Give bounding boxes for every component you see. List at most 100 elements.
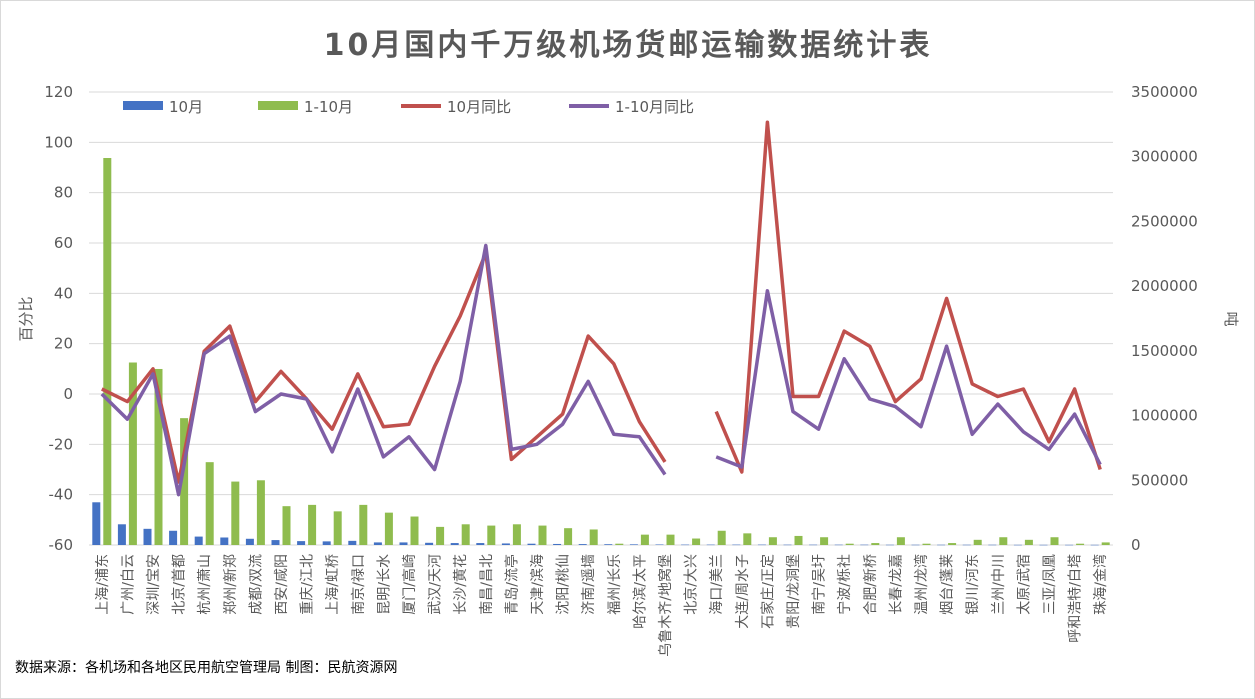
line-ytd-yoy <box>100 243 1102 497</box>
x-tick-label: 西安/咸阳 <box>274 554 290 615</box>
bar-monthly <box>757 544 766 546</box>
x-tick-label: 成都/双流 <box>248 554 264 615</box>
legend-label: 10月同比 <box>447 98 511 116</box>
bar-ytd <box>564 528 573 545</box>
legend-label: 1-10月 <box>304 98 353 116</box>
bar-ytd <box>666 534 675 545</box>
legend-label: 1-10月同比 <box>615 98 694 116</box>
source-note: 数据来源：各机场和各地区民用航空管理局 制图：民航资源网 <box>15 660 397 676</box>
x-tick-label: 南昌/昌北 <box>479 554 495 615</box>
bar-monthly <box>501 543 510 545</box>
bar-ytd <box>1024 539 1033 545</box>
bar-ytd <box>973 539 982 545</box>
x-tick-label: 太原/武宿 <box>1015 554 1032 615</box>
bar-monthly <box>604 544 613 545</box>
x-tick-label: 温州/龙湾 <box>913 554 930 615</box>
right-axis-title: 吨 <box>1222 311 1240 326</box>
bar-ytd <box>256 480 265 545</box>
bar-ytd <box>1050 537 1059 545</box>
bar-monthly <box>834 544 843 546</box>
bar-ytd <box>794 535 803 545</box>
bar-monthly <box>911 544 920 546</box>
bar-monthly <box>732 544 741 546</box>
bar-ytd <box>205 462 214 545</box>
bar-ytd <box>359 504 368 545</box>
x-tick-label: 南京/禄口 <box>351 554 367 615</box>
bar-ytd <box>948 543 957 545</box>
right-tick-label: 2500000 <box>1131 212 1198 230</box>
bar-monthly <box>860 544 869 546</box>
bar-monthly <box>1090 544 1099 546</box>
right-tick-label: 3500000 <box>1131 83 1198 101</box>
left-tick-label: -60 <box>49 536 74 554</box>
x-tick-label: 哈尔滨/太平 <box>632 554 648 629</box>
bar-monthly <box>809 544 818 546</box>
bar-monthly <box>476 543 485 545</box>
bar-monthly <box>425 542 434 545</box>
bar-monthly <box>629 544 638 545</box>
x-tick-label: 大连/周水子 <box>735 554 751 629</box>
x-tick-label: 银川/河东 <box>965 554 981 615</box>
bar-monthly <box>783 544 792 546</box>
bar-monthly <box>450 543 459 545</box>
bar-ytd <box>154 368 163 545</box>
x-tick-label: 长春/龙嘉 <box>888 554 904 615</box>
x-tick-label: 天津/滨海 <box>530 554 546 615</box>
bars <box>92 158 1110 546</box>
bar-ytd <box>282 506 291 545</box>
x-tick-label: 长沙/黄花 <box>452 554 469 615</box>
x-axis-ticks: 上海/浦东 广州/白云 深圳/宝安 北京/首都 杭州/萧山 郑州/新郑 成都/双流 西安/咸阳… <box>95 554 1109 657</box>
bar-monthly <box>169 530 178 545</box>
left-tick-label: 0 <box>63 385 73 403</box>
left-tick-label: 60 <box>54 234 73 252</box>
left-tick-label: 80 <box>54 184 73 202</box>
bar-ytd <box>308 504 317 545</box>
x-tick-label: 福州/长乐 <box>607 554 623 615</box>
bar-ytd <box>384 512 393 545</box>
bar-monthly <box>373 542 382 545</box>
bar-monthly <box>527 543 536 545</box>
bar-ytd <box>717 530 726 545</box>
bar-ytd <box>180 418 189 545</box>
bar-ytd <box>692 538 701 545</box>
legend: 10月 1-10月 10月同比 1-10月同比 <box>123 98 694 116</box>
bar-ytd <box>333 511 342 545</box>
bar-ytd <box>845 543 854 545</box>
bar-ytd <box>615 543 624 545</box>
bar-ytd <box>743 533 752 545</box>
bar-monthly <box>1013 544 1022 546</box>
right-axis-ticks: 0 500000 1000000 1500000 2000000 2500000 30000… <box>1131 83 1198 554</box>
x-tick-label: 重庆/江北 <box>300 554 316 615</box>
x-tick-label: 沈阳/桃仙 <box>556 554 572 615</box>
left-axis-title: 百分比 <box>17 296 35 341</box>
bar-ytd <box>410 516 419 545</box>
bar-monthly <box>117 524 126 545</box>
x-tick-label: 呼和浩特/白塔 <box>1068 554 1084 643</box>
bar-ytd <box>640 534 649 545</box>
bar-monthly <box>297 541 306 545</box>
bar-monthly <box>1065 544 1074 546</box>
x-tick-label: 杭州/萧山 <box>197 554 213 615</box>
bar-monthly <box>245 538 254 545</box>
x-tick-label: 合肥/新桥 <box>863 554 879 615</box>
bar-monthly <box>937 544 946 546</box>
bar-monthly <box>194 536 203 545</box>
bar-ytd <box>103 158 112 545</box>
x-tick-label: 珠海/金湾 <box>1092 554 1109 615</box>
chart-title: 10月国内千万级机场货邮运输数据统计表 <box>324 28 933 63</box>
bar-ytd <box>871 543 880 545</box>
left-tick-label: -20 <box>49 435 74 453</box>
x-tick-label: 青岛/流亭 <box>503 554 520 615</box>
x-tick-label: 石家庄/正定 <box>759 554 776 629</box>
bar-monthly <box>322 541 331 545</box>
legend-swatch <box>258 101 298 110</box>
x-tick-label: 北京/大兴 <box>684 554 700 615</box>
right-tick-label: 2000000 <box>1131 277 1198 295</box>
bar-ytd <box>436 526 445 545</box>
bar-ytd <box>820 537 829 545</box>
bar-monthly <box>348 540 357 545</box>
gridlines <box>89 91 1113 546</box>
x-tick-label: 郑州/新郑 <box>223 554 239 615</box>
